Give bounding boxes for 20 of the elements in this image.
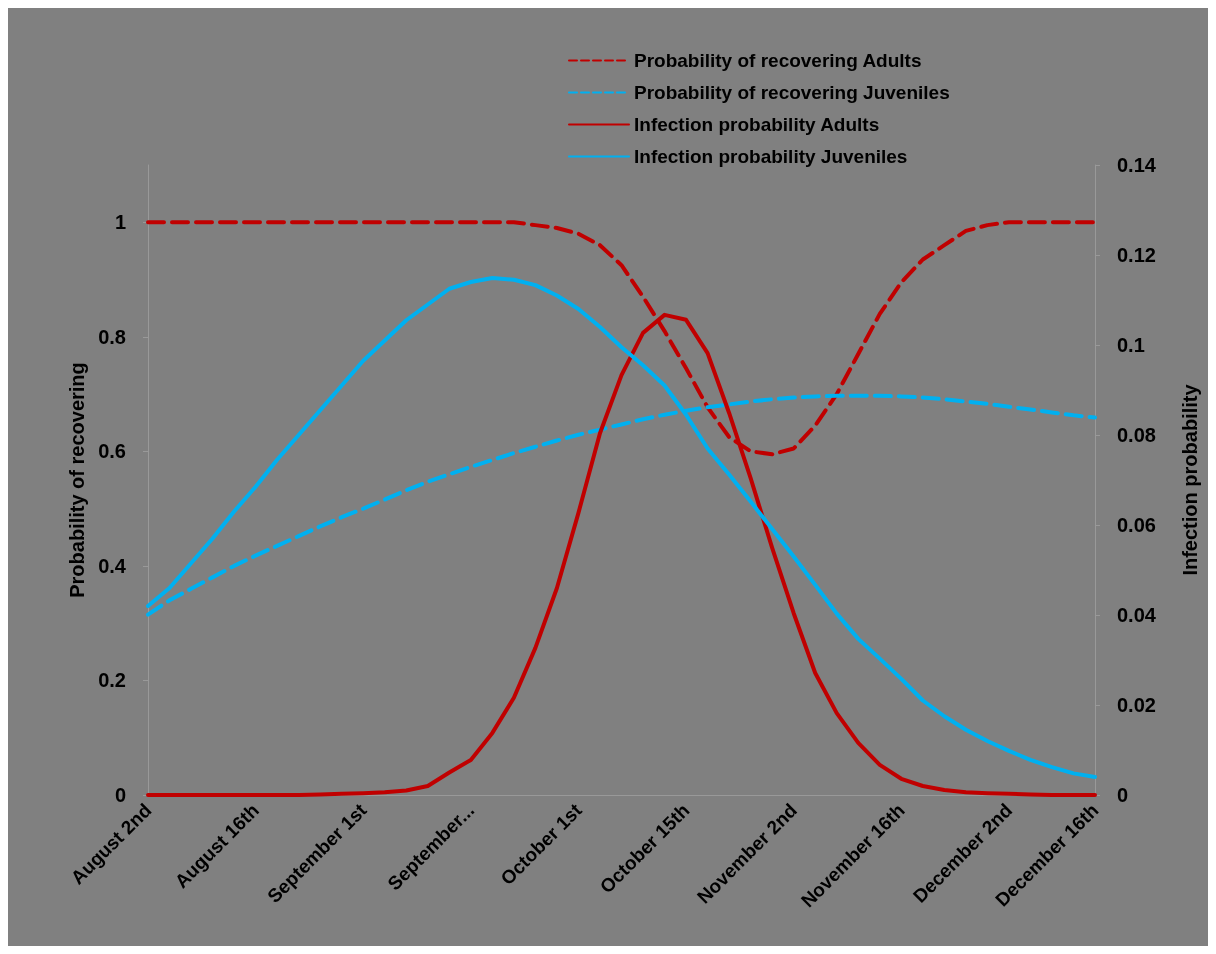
y-tick-label: 0 [114,784,126,806]
y-tick-label: 0.2 [98,669,126,692]
y-tick-label: 0.4 [98,554,127,577]
legend-label: Infection probability Juveniles [634,146,908,167]
y-tick-label: 0.6 [98,440,126,463]
y2-tick-label: 0 [1117,784,1129,806]
legend-label: Probability of recovering Juveniles [634,82,950,103]
y-tick-label: 0.8 [98,325,126,348]
legend-label: Probability of recovering Adults [634,50,922,71]
legend-label: Infection probability Adults [634,114,880,135]
y-tick-label: 1 [114,211,126,234]
y2-tick-label: 0.08 [1117,424,1156,446]
y2-tick-label: 0.12 [1117,244,1156,266]
y2-axis-title: Infection probability [1179,383,1201,576]
y2-tick-label: 0.02 [1117,694,1156,716]
y2-tick-label: 0.1 [1117,334,1145,356]
y2-tick-label: 0.04 [1117,604,1157,626]
y2-tick-label: 0.14 [1117,154,1157,176]
y-axis-title: Probability of recovering [66,362,89,598]
y2-tick-label: 0.06 [1117,514,1156,536]
